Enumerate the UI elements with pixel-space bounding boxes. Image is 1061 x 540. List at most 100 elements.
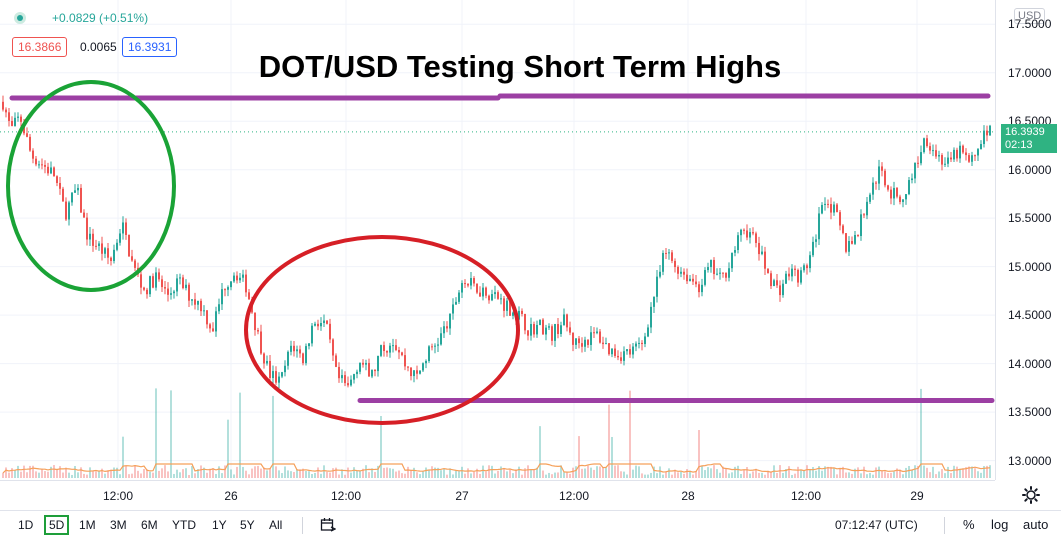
volume-bar <box>272 395 274 478</box>
percent-toggle[interactable]: % <box>963 517 975 532</box>
candle-body <box>53 167 55 177</box>
separator <box>944 517 945 534</box>
red-highlight-ellipse[interactable] <box>244 235 520 425</box>
range-1d[interactable]: 1D <box>18 518 34 532</box>
range-3m[interactable]: 3M <box>110 518 127 532</box>
candle-body <box>134 260 136 268</box>
range-ytd[interactable]: YTD <box>172 518 196 532</box>
candle-body <box>245 274 247 293</box>
candle-body <box>449 313 451 329</box>
candle-body <box>983 130 985 145</box>
candle-body <box>329 323 331 340</box>
range-6m[interactable]: 6M <box>141 518 158 532</box>
candle-body <box>209 324 211 329</box>
candle-body <box>314 323 316 326</box>
volume-bar <box>926 467 928 478</box>
volume-bar <box>293 472 295 478</box>
candle-body <box>371 369 373 377</box>
volume-bar <box>428 469 430 478</box>
candle-body <box>335 355 337 367</box>
volume-bar <box>821 470 823 478</box>
range-1m[interactable]: 1M <box>79 518 96 532</box>
candle-body <box>692 278 694 282</box>
range-5y[interactable]: 5Y <box>240 518 255 532</box>
volume-bar <box>815 470 817 478</box>
candle-body <box>929 146 931 151</box>
volume-bar <box>740 473 742 478</box>
candle-body <box>722 272 724 274</box>
volume-bar <box>728 473 730 478</box>
volume-bar <box>230 469 232 478</box>
volume-bar <box>224 465 226 478</box>
candle-body <box>527 330 529 336</box>
volume-bar <box>707 467 709 478</box>
candle-body <box>521 310 523 314</box>
volume-bar <box>149 471 151 478</box>
candle-body <box>626 349 628 352</box>
candle-body <box>386 350 388 353</box>
volume-bar <box>617 465 619 478</box>
log-toggle[interactable]: log <box>991 517 1009 532</box>
volume-bar <box>713 465 715 478</box>
price-chart[interactable]: DOT/USD Testing Short Term Highs <box>0 0 995 480</box>
volume-bar <box>401 473 403 478</box>
range-5d[interactable]: 5D <box>44 515 70 535</box>
volume-bar <box>212 468 214 478</box>
candle-body <box>980 144 982 150</box>
candle-body <box>464 283 466 285</box>
candle-body <box>650 306 652 328</box>
candle-body <box>407 366 409 368</box>
volume-bar <box>761 472 763 478</box>
volume-bar <box>125 466 127 478</box>
candle-body <box>302 353 304 364</box>
candle-body <box>125 222 127 235</box>
chart-area[interactable]: DOT/USD Testing Short Term Highs +0.0829… <box>0 0 995 480</box>
volume-bar <box>278 470 280 478</box>
volume-bar <box>779 465 781 478</box>
candle-body <box>404 355 406 367</box>
bid-price[interactable]: 16.3866 <box>12 37 68 57</box>
auto-toggle[interactable]: auto <box>1023 517 1049 532</box>
candle-body <box>731 252 733 269</box>
volume-bar <box>254 466 256 478</box>
volume-bar <box>632 469 634 478</box>
candle-body <box>977 149 979 156</box>
time-scale[interactable]: 12:00 26 12:00 27 12:00 28 12:00 29 <box>0 480 995 511</box>
candle-body <box>395 345 397 351</box>
volume-bar <box>311 474 313 478</box>
ask-price[interactable]: 16.3931 <box>122 37 178 57</box>
clock[interactable]: 07:12:47 (UTC) <box>835 518 918 532</box>
candle-body <box>272 371 274 379</box>
volume-bar <box>425 467 427 478</box>
candle-body <box>920 152 922 164</box>
green-highlight-ellipse[interactable] <box>6 80 176 292</box>
range-all[interactable]: All <box>269 518 283 532</box>
volume-bar <box>134 465 136 478</box>
currency-button[interactable]: USD <box>1014 8 1046 24</box>
volume-bar <box>677 472 679 478</box>
candle-body <box>101 243 103 254</box>
price-scale[interactable]: USD 17.5000 17.0000 16.5000 16.0000 15.5000 1… <box>995 0 1061 480</box>
candle-body <box>716 273 718 275</box>
volume-bar <box>305 471 307 478</box>
calendar-range-icon[interactable] <box>320 517 337 533</box>
candle-body <box>113 249 115 262</box>
volume-bar <box>413 467 415 478</box>
candle-body <box>794 268 796 270</box>
candle-body <box>800 270 802 283</box>
volume-bar <box>647 474 649 478</box>
range-1y[interactable]: 1Y <box>212 518 227 532</box>
volume-bar <box>383 467 385 478</box>
candle-body <box>2 101 4 110</box>
volume-bar <box>587 465 589 478</box>
candle-body <box>839 212 841 226</box>
gear-icon[interactable] <box>1020 484 1042 506</box>
candle-body <box>41 164 43 166</box>
volume-bar <box>344 474 346 478</box>
candle-body <box>401 352 403 356</box>
volume-bar <box>359 470 361 478</box>
candle-body <box>602 342 604 345</box>
candle-body <box>533 324 535 335</box>
candle-body <box>782 283 784 296</box>
candle-body <box>536 324 538 335</box>
